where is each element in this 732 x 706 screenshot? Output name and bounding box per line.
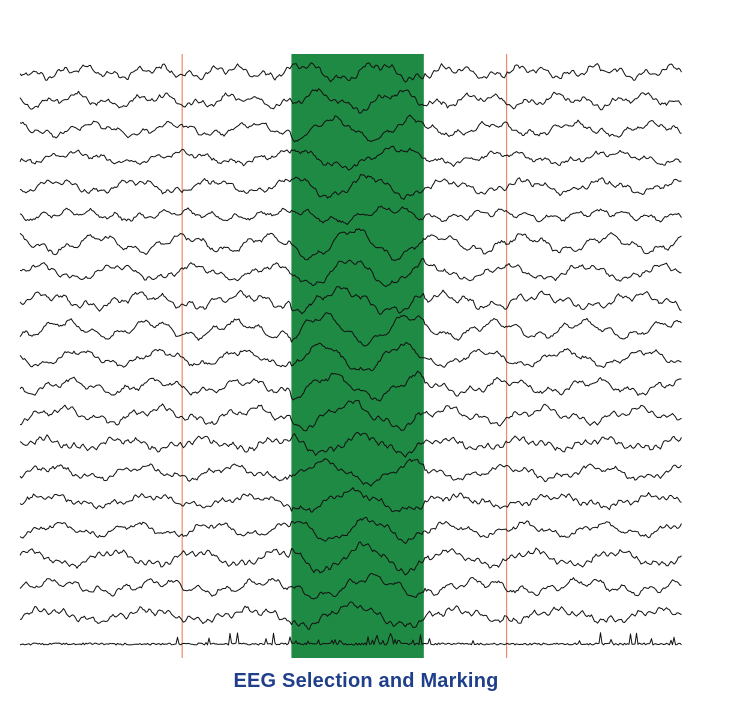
- eeg-channel-trace: [19, 487, 682, 513]
- eeg-channel-trace: [19, 145, 682, 171]
- eeg-channel-trace: [19, 173, 682, 200]
- eeg-channel-trace: [19, 342, 682, 372]
- eeg-channel-trace: [19, 228, 682, 262]
- figure-caption: EEG Selection and Marking: [233, 670, 499, 692]
- eeg-channel-trace: [19, 541, 682, 576]
- eeg-channel-trace: [19, 572, 682, 600]
- eeg-channel-trace: [19, 400, 682, 432]
- eeg-channel-trace: [19, 370, 682, 402]
- eeg-channel-trace: [19, 62, 682, 83]
- eeg-channel-trace: [19, 516, 682, 545]
- eeg-channel-trace: [19, 431, 682, 458]
- eeg-channel-trace: [19, 601, 682, 630]
- eeg-channel-traces: [19, 62, 682, 646]
- eeg-channel-trace: [19, 312, 682, 347]
- eeg-channel-trace: [19, 286, 682, 315]
- eeg-channel-trace: [19, 205, 682, 226]
- eeg-channel-trace: [19, 258, 682, 288]
- event-markers: [181, 54, 508, 658]
- eeg-channel-trace: [19, 458, 682, 487]
- eeg-selection-region[interactable]: [291, 54, 424, 658]
- eeg-channel-trace: [19, 88, 682, 114]
- eeg-channel-trace: [19, 114, 682, 143]
- eeg-channel-trace: [19, 632, 682, 646]
